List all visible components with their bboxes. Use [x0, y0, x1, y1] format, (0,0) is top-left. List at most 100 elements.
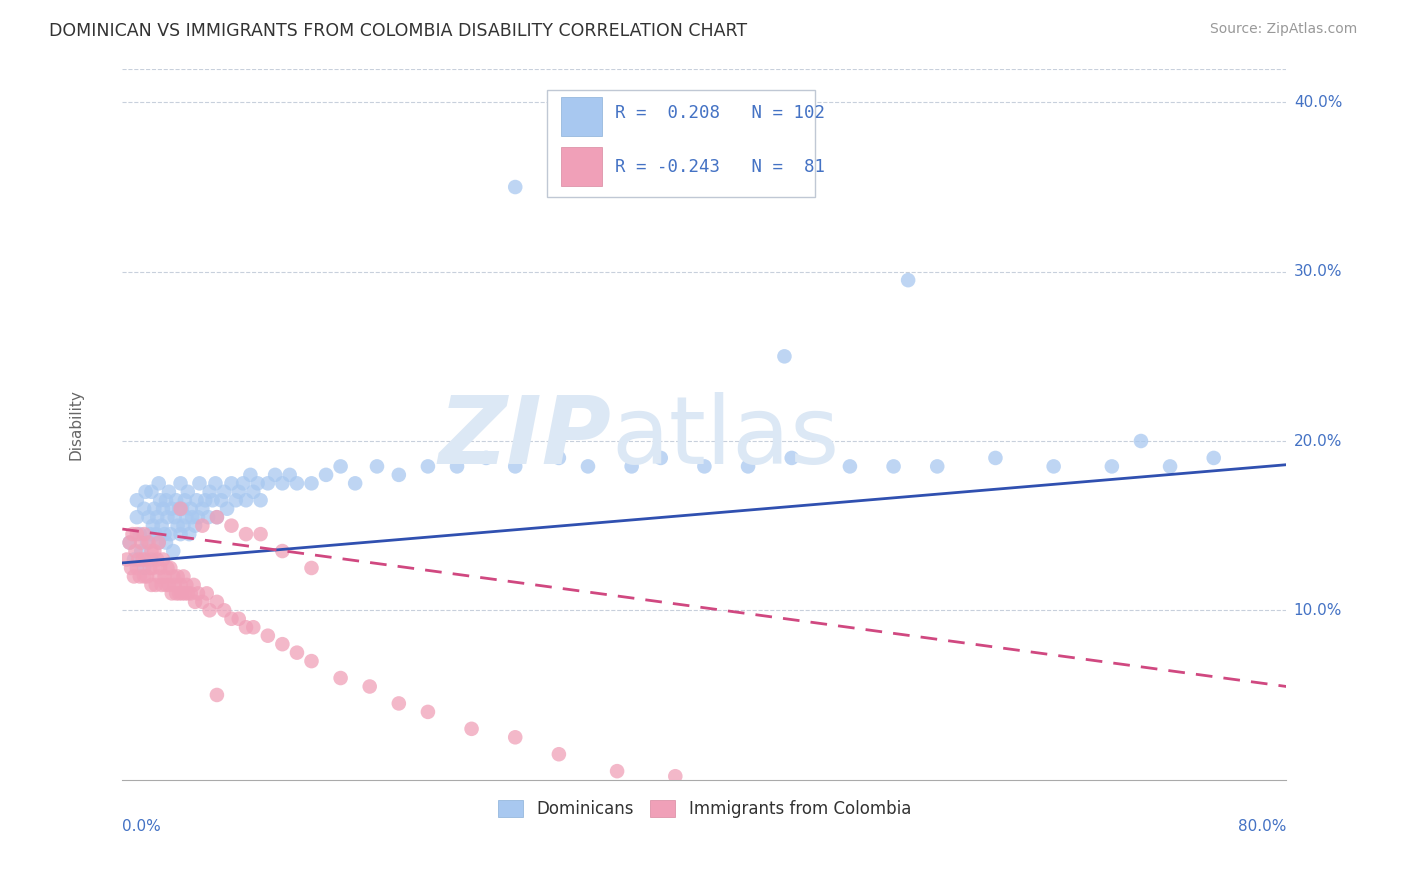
Point — [650, 450, 672, 465]
Point — [155, 578, 177, 592]
Point — [838, 459, 860, 474]
Point — [249, 493, 271, 508]
Text: 30.0%: 30.0% — [1294, 264, 1343, 279]
Point — [242, 484, 264, 499]
Point — [172, 569, 194, 583]
Point — [148, 535, 170, 549]
Point — [221, 476, 243, 491]
Point — [125, 493, 148, 508]
Point — [166, 518, 188, 533]
Point — [576, 459, 599, 474]
Point — [134, 569, 156, 583]
Point — [301, 476, 323, 491]
Point — [205, 510, 228, 524]
Point — [141, 552, 163, 566]
Point — [191, 501, 214, 516]
Point — [221, 518, 243, 533]
Point — [121, 527, 143, 541]
Point — [163, 578, 186, 592]
Point — [155, 535, 177, 549]
Point — [177, 586, 200, 600]
Point — [136, 569, 159, 583]
Point — [1202, 450, 1225, 465]
Point — [606, 764, 628, 779]
Point — [780, 450, 803, 465]
Point — [124, 544, 146, 558]
Point — [157, 484, 180, 499]
Point — [205, 688, 228, 702]
Point — [135, 484, 157, 499]
Point — [156, 510, 179, 524]
FancyBboxPatch shape — [547, 90, 815, 196]
Point — [118, 535, 141, 549]
Legend: Dominicans, Immigrants from Colombia: Dominicans, Immigrants from Colombia — [491, 793, 918, 824]
Point — [162, 569, 184, 583]
Point — [271, 544, 294, 558]
Point — [301, 654, 323, 668]
Point — [737, 459, 759, 474]
Point — [228, 612, 250, 626]
Point — [139, 527, 162, 541]
Point — [176, 578, 198, 592]
Point — [246, 476, 269, 491]
Point — [179, 527, 201, 541]
Point — [198, 484, 221, 499]
Point — [460, 722, 482, 736]
Point — [315, 467, 337, 482]
Point — [205, 595, 228, 609]
Point — [174, 493, 197, 508]
Point — [232, 476, 254, 491]
Point — [1101, 459, 1123, 474]
Point — [167, 586, 190, 600]
Point — [159, 527, 181, 541]
Point — [148, 476, 170, 491]
Point — [149, 561, 172, 575]
Point — [204, 476, 226, 491]
Point — [169, 578, 191, 592]
Point — [187, 586, 209, 600]
Text: R =  0.208   N = 102: R = 0.208 N = 102 — [614, 103, 825, 121]
Point — [141, 484, 163, 499]
Point — [301, 561, 323, 575]
Point — [129, 535, 152, 549]
Point — [180, 501, 202, 516]
Point — [152, 552, 174, 566]
Point — [205, 510, 228, 524]
Point — [446, 459, 468, 474]
Point — [235, 620, 257, 634]
Point — [257, 476, 280, 491]
Point — [153, 569, 176, 583]
Text: 20.0%: 20.0% — [1294, 434, 1343, 449]
Point — [197, 510, 219, 524]
Point — [160, 501, 183, 516]
Point — [145, 527, 167, 541]
Text: Disability: Disability — [69, 389, 83, 459]
Point — [773, 349, 796, 363]
Point — [191, 518, 214, 533]
Point — [128, 569, 150, 583]
Point — [118, 535, 141, 549]
Text: 80.0%: 80.0% — [1239, 819, 1286, 834]
Point — [115, 552, 138, 566]
Point — [184, 595, 207, 609]
Point — [329, 459, 352, 474]
Point — [359, 680, 381, 694]
Point — [416, 459, 439, 474]
Point — [329, 671, 352, 685]
Point — [228, 484, 250, 499]
Point — [122, 569, 145, 583]
Text: Source: ZipAtlas.com: Source: ZipAtlas.com — [1209, 22, 1357, 37]
Point — [503, 180, 526, 194]
Point — [169, 501, 191, 516]
Point — [1042, 459, 1064, 474]
Point — [209, 493, 232, 508]
Point — [146, 510, 169, 524]
Point — [139, 561, 162, 575]
Point — [141, 544, 163, 558]
Text: DOMINICAN VS IMMIGRANTS FROM COLOMBIA DISABILITY CORRELATION CHART: DOMINICAN VS IMMIGRANTS FROM COLOMBIA DI… — [49, 22, 748, 40]
Point — [170, 501, 193, 516]
Point — [278, 467, 301, 482]
Point — [148, 569, 170, 583]
Point — [183, 578, 205, 592]
Text: ZIP: ZIP — [439, 392, 612, 484]
